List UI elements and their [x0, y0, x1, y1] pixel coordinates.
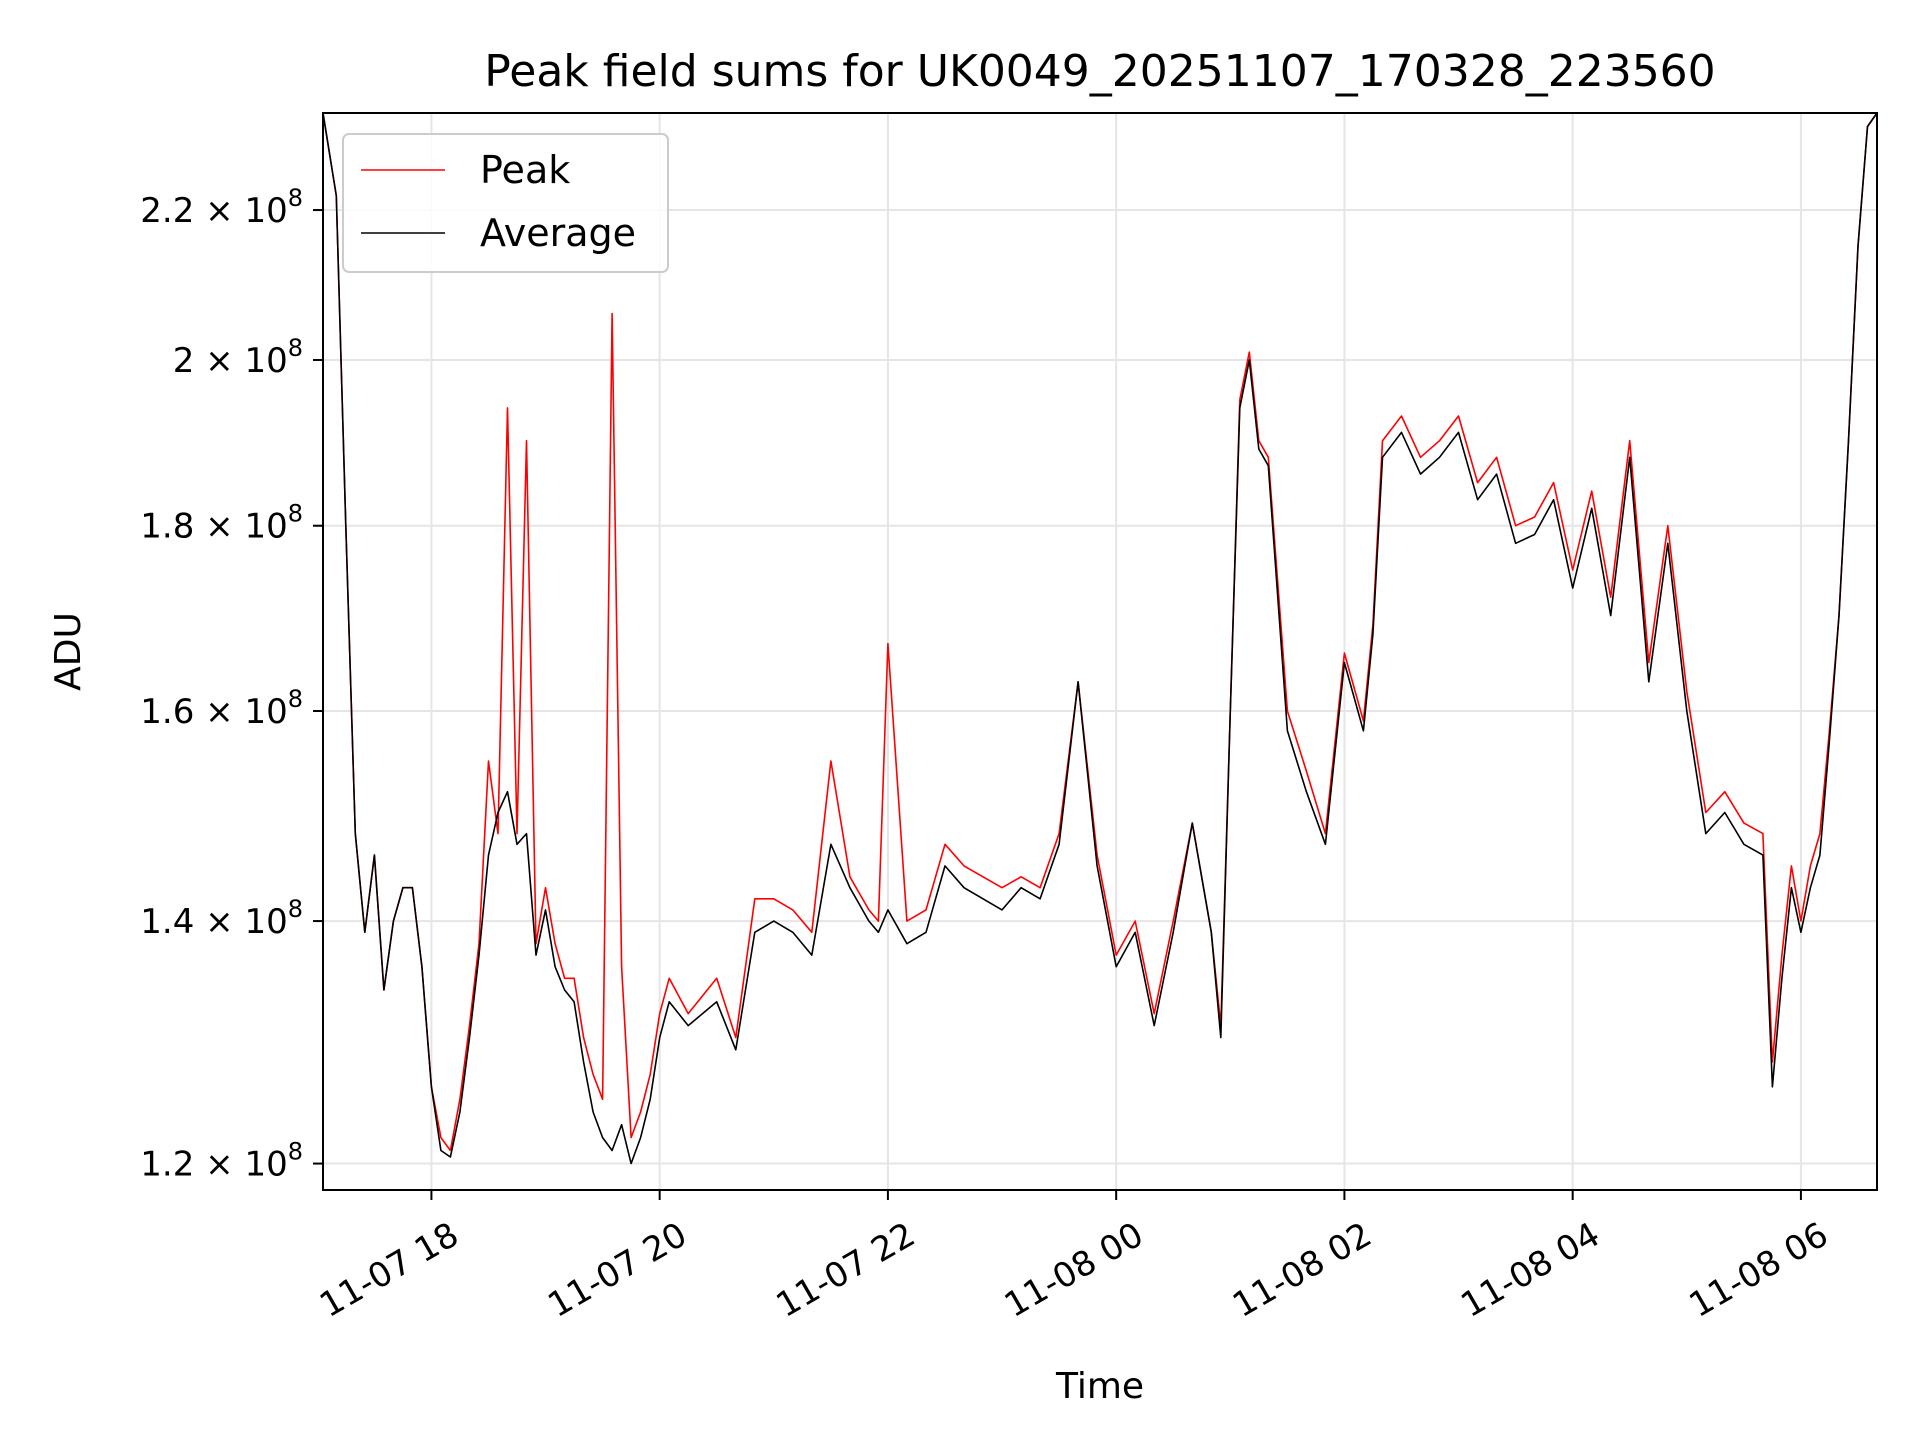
legend-label-average: Average	[480, 211, 636, 255]
y-tick-exponent: 8	[288, 895, 303, 923]
y-tick-label: 1.6 × 108	[140, 685, 303, 732]
y-tick-label: 2.2 × 108	[140, 184, 303, 231]
y-tick-exponent: 8	[288, 334, 303, 362]
y-tick-mantissa: 2	[173, 341, 195, 381]
y-tick-exponent: 8	[288, 184, 303, 212]
y-tick-mantissa: 1.8	[140, 507, 194, 547]
y-tick-times: × 10	[194, 191, 287, 231]
y-tick-exponent: 8	[288, 1138, 303, 1166]
y-tick-label: 1.2 × 108	[140, 1138, 303, 1185]
plot-frame	[322, 112, 1878, 1191]
y-tick-times: × 10	[194, 902, 287, 942]
y-tick-mantissa: 2.2	[140, 191, 194, 231]
y-axis-label: ADU	[48, 612, 89, 691]
y-tick-times: × 10	[194, 1145, 287, 1185]
y-tick-label: 2 × 108	[173, 334, 303, 381]
y-tick-label: 1.8 × 108	[140, 500, 303, 547]
y-tick-times: × 10	[194, 507, 287, 547]
legend-label-peak: Peak	[480, 148, 570, 192]
series-line-peak	[323, 113, 1877, 1151]
chart-title: Peak field sums for UK0049_20251107_1703…	[484, 46, 1715, 97]
legend: Peak Average	[342, 133, 669, 273]
y-tick-mantissa: 1.4	[140, 902, 194, 942]
y-tick-label: 1.4 × 108	[140, 895, 303, 942]
y-tick-mantissa: 1.2	[140, 1145, 194, 1185]
series-line-average	[323, 113, 1877, 1164]
y-tick-exponent: 8	[288, 500, 303, 528]
y-tick-mantissa: 1.6	[140, 692, 194, 732]
y-tick-times: × 10	[194, 341, 287, 381]
legend-box	[342, 133, 669, 273]
series-layer	[323, 113, 1877, 1164]
y-tick-times: × 10	[194, 692, 287, 732]
x-axis-label: Time	[1055, 1366, 1144, 1407]
y-tick-exponent: 8	[288, 685, 303, 713]
grid	[323, 113, 1877, 1190]
